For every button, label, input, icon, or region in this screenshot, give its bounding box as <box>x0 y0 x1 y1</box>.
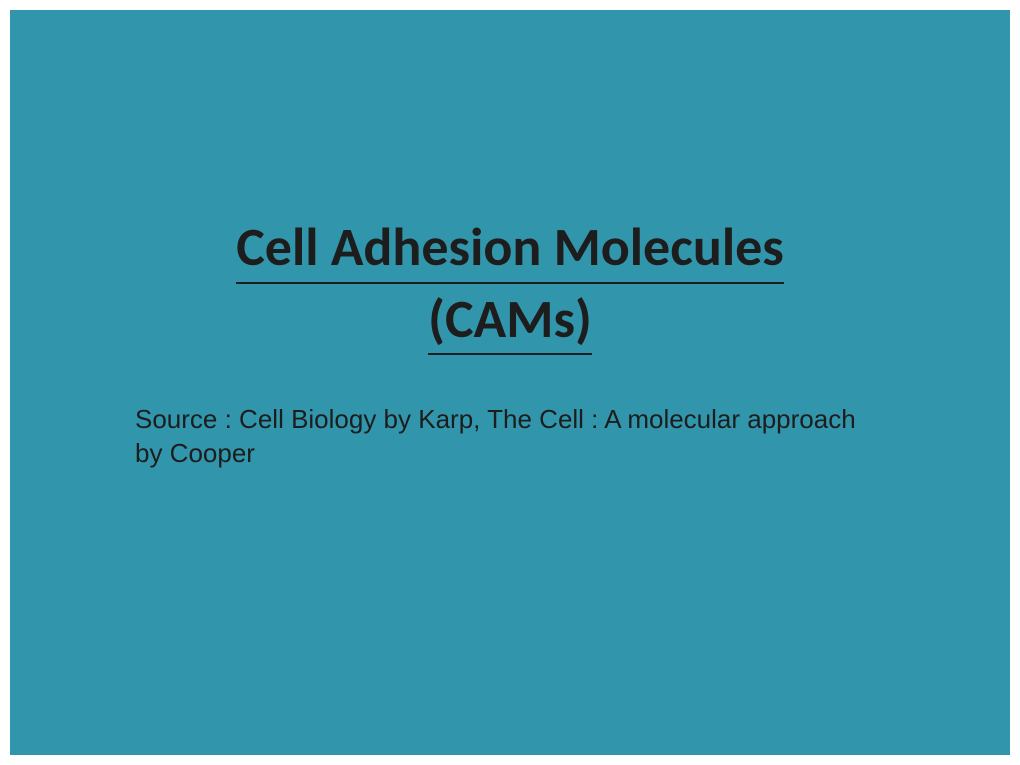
title-line-2: (CAMs) <box>428 286 592 356</box>
title-container: Cell Adhesion Molecules (CAMs) <box>135 214 885 355</box>
title-line-1: Cell Adhesion Molecules <box>236 214 784 284</box>
slide-container: Cell Adhesion Molecules (CAMs) Source : … <box>10 10 1010 755</box>
source-text: Source : Cell Biology by Karp, The Cell … <box>135 403 885 471</box>
